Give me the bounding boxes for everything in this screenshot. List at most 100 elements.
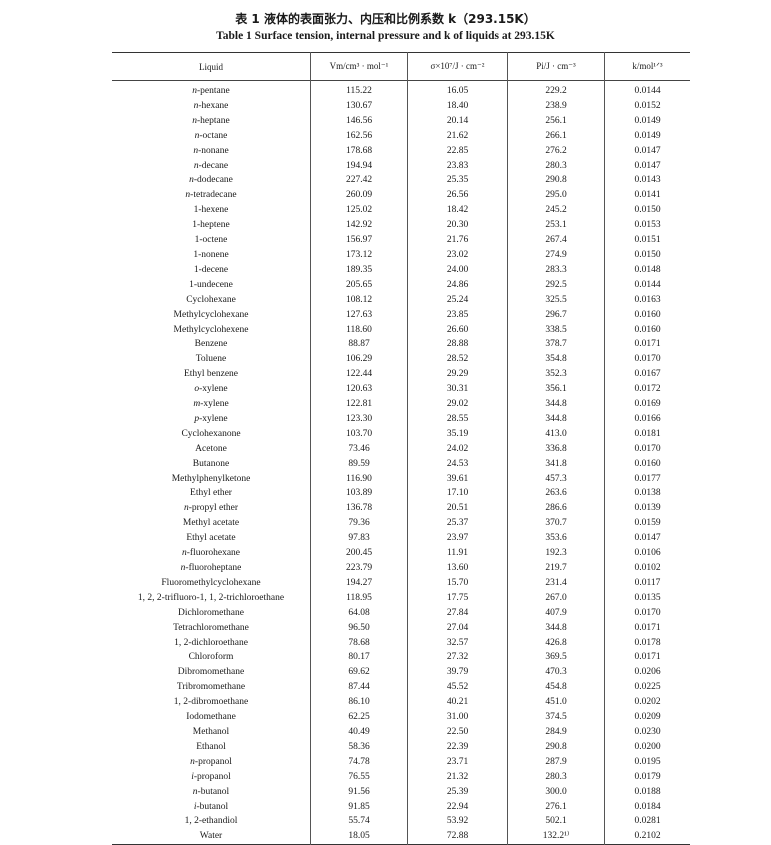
cell-internal-pressure: 344.8 bbox=[507, 397, 605, 412]
table-row: 1-hexene 125.02 18.42 245.2 0.0150 bbox=[112, 203, 690, 219]
cell-k: 0.0188 bbox=[604, 784, 690, 800]
cell-molar-volume: 194.94 bbox=[310, 158, 408, 174]
table-title-chinese: 表 1 液体的表面张力、内压和比例系数 k（293.15K） bbox=[235, 12, 536, 26]
cell-molar-volume: 118.60 bbox=[310, 322, 408, 338]
cell-k: 0.0139 bbox=[604, 501, 690, 517]
cell-internal-pressure: 300.0 bbox=[507, 784, 605, 800]
cell-internal-pressure: 413.0 bbox=[507, 426, 605, 442]
cell-liquid: 1-decene bbox=[193, 264, 229, 275]
cell-liquid: Methylcyclohexene bbox=[173, 324, 249, 335]
cell-k: 0.0169 bbox=[604, 397, 690, 412]
cell-internal-pressure: 263.6 bbox=[507, 486, 605, 502]
liquids-table: Liquid Vm/cm³ · mol⁻¹ σ×10⁷/J · cm⁻² Pi/… bbox=[112, 52, 690, 845]
cell-molar-volume: 108.12 bbox=[310, 292, 408, 308]
table-header-row: Liquid Vm/cm³ · mol⁻¹ σ×10⁷/J · cm⁻² Pi/… bbox=[112, 52, 690, 81]
table-row: 1-decene 189.35 24.00 283.3 0.0148 bbox=[112, 262, 690, 278]
cell-liquid: m-xylene bbox=[193, 399, 229, 410]
table-row: n-dodecane 227.42 25.35 290.8 0.0143 bbox=[112, 173, 690, 189]
cell-internal-pressure: 290.8 bbox=[507, 739, 605, 755]
cell-molar-volume: 91.56 bbox=[310, 784, 408, 800]
table-row: Methylcyclohexane 127.63 23.85 296.7 0.0160 bbox=[112, 307, 690, 323]
cell-liquid: Methanol bbox=[192, 726, 230, 737]
cell-liquid: 1, 2-dibromoethane bbox=[173, 697, 249, 708]
cell-surface-tension: 15.70 bbox=[407, 575, 508, 591]
cell-k: 0.0200 bbox=[604, 739, 690, 755]
cell-internal-pressure: 407.9 bbox=[507, 605, 605, 621]
cell-k: 0.0170 bbox=[604, 441, 690, 457]
cell-liquid: p-xylene bbox=[194, 413, 228, 424]
cell-internal-pressure: 238.9 bbox=[507, 98, 605, 114]
cell-k: 0.0163 bbox=[604, 292, 690, 308]
cell-k: 0.0150 bbox=[604, 203, 690, 219]
table-row: Ethanol 58.36 22.39 290.8 0.0200 bbox=[112, 739, 690, 755]
cell-liquid: 1-nonene bbox=[193, 249, 229, 260]
table-row: 1, 2-dichloroethane 78.68 32.57 426.8 0.0178 bbox=[112, 635, 690, 651]
table-row: Methyl acetate 79.36 25.37 370.7 0.0159 bbox=[112, 516, 690, 532]
cell-internal-pressure: 245.2 bbox=[507, 203, 605, 219]
cell-k: 0.0149 bbox=[604, 113, 690, 129]
cell-k: 0.0141 bbox=[604, 188, 690, 204]
cell-surface-tension: 39.61 bbox=[407, 471, 508, 487]
cell-molar-volume: 194.27 bbox=[310, 575, 408, 591]
table-row: Benzene 88.87 28.88 378.7 0.0171 bbox=[112, 337, 690, 353]
table-row: n-fluoroheptane 223.79 13.60 219.7 0.0102 bbox=[112, 561, 690, 576]
cell-internal-pressure: 426.8 bbox=[507, 635, 605, 651]
cell-internal-pressure: 502.1 bbox=[507, 814, 605, 830]
cell-k: 0.0102 bbox=[604, 561, 690, 576]
header-internal-pressure: Pi/J · cm⁻³ bbox=[507, 52, 605, 81]
cell-molar-volume: 106.29 bbox=[310, 352, 408, 368]
table-row: o-xylene 120.63 30.31 356.1 0.0172 bbox=[112, 382, 690, 398]
cell-k: 0.0225 bbox=[604, 680, 690, 696]
cell-k: 0.0135 bbox=[604, 590, 690, 606]
cell-internal-pressure: 369.5 bbox=[507, 650, 605, 666]
table-row: n-tetradecane 260.09 26.56 295.0 0.0141 bbox=[112, 188, 690, 204]
cell-k: 0.0281 bbox=[604, 814, 690, 830]
cell-internal-pressure: 470.3 bbox=[507, 665, 605, 681]
cell-k: 0.0160 bbox=[604, 322, 690, 338]
cell-liquid: 1, 2, 2-trifluoro-1, 1, 2-trichloroethan… bbox=[137, 592, 285, 603]
cell-molar-volume: 97.83 bbox=[310, 531, 408, 547]
cell-molar-volume: 178.68 bbox=[310, 143, 408, 159]
cell-internal-pressure: 296.7 bbox=[507, 307, 605, 323]
cell-surface-tension: 22.39 bbox=[407, 739, 508, 755]
cell-internal-pressure: 290.8 bbox=[507, 173, 605, 189]
cell-internal-pressure: 356.1 bbox=[507, 382, 605, 398]
cell-molar-volume: 76.55 bbox=[310, 769, 408, 785]
cell-liquid: 1, 2-ethandiol bbox=[184, 816, 238, 827]
cell-internal-pressure: 253.1 bbox=[507, 218, 605, 234]
table-row: 1-heptene 142.92 20.30 253.1 0.0153 bbox=[112, 218, 690, 234]
cell-k: 0.0151 bbox=[604, 233, 690, 248]
cell-surface-tension: 30.31 bbox=[407, 382, 508, 398]
cell-molar-volume: 62.25 bbox=[310, 710, 408, 725]
cell-internal-pressure: 454.8 bbox=[507, 680, 605, 696]
cell-surface-tension: 39.79 bbox=[407, 665, 508, 681]
cell-liquid: n-heptane bbox=[192, 115, 230, 126]
cell-internal-pressure: 336.8 bbox=[507, 441, 605, 457]
table-row: Ethyl ether 103.89 17.10 263.6 0.0138 bbox=[112, 486, 690, 502]
cell-liquid: Dichloromethane bbox=[178, 607, 244, 618]
cell-surface-tension: 28.88 bbox=[407, 337, 508, 353]
cell-molar-volume: 162.56 bbox=[310, 128, 408, 144]
cell-liquid: n-fluorohexane bbox=[181, 548, 241, 559]
cell-surface-tension: 23.97 bbox=[407, 531, 508, 547]
cell-internal-pressure: 344.8 bbox=[507, 620, 605, 636]
cell-internal-pressure: 256.1 bbox=[507, 113, 605, 129]
cell-k: 0.0171 bbox=[604, 620, 690, 636]
table-row: Cyclohexanone 103.70 35.19 413.0 0.0181 bbox=[112, 426, 690, 442]
cell-liquid: n-fluoroheptane bbox=[180, 563, 242, 573]
cell-liquid: Butanone bbox=[192, 458, 230, 469]
cell-liquid: n-butanol bbox=[192, 786, 230, 797]
table-row: m-xylene 122.81 29.02 344.8 0.0169 bbox=[112, 397, 690, 412]
cell-k: 0.0138 bbox=[604, 486, 690, 502]
cell-molar-volume: 87.44 bbox=[310, 680, 408, 696]
cell-internal-pressure: 280.3 bbox=[507, 769, 605, 785]
cell-k: 0.0209 bbox=[604, 710, 690, 725]
cell-liquid: Fluoromethylcyclohexane bbox=[161, 577, 261, 588]
cell-liquid: Cyclohexane bbox=[186, 294, 236, 305]
table-body: n-pentane 115.22 16.05 229.2 0.0144 n-hexane 1… bbox=[112, 80, 690, 845]
cell-molar-volume: 136.78 bbox=[310, 501, 408, 517]
cell-k: 0.0159 bbox=[604, 516, 690, 532]
cell-molar-volume: 120.63 bbox=[310, 382, 408, 398]
cell-liquid: Ethanol bbox=[196, 741, 226, 752]
cell-surface-tension: 18.42 bbox=[407, 203, 508, 219]
